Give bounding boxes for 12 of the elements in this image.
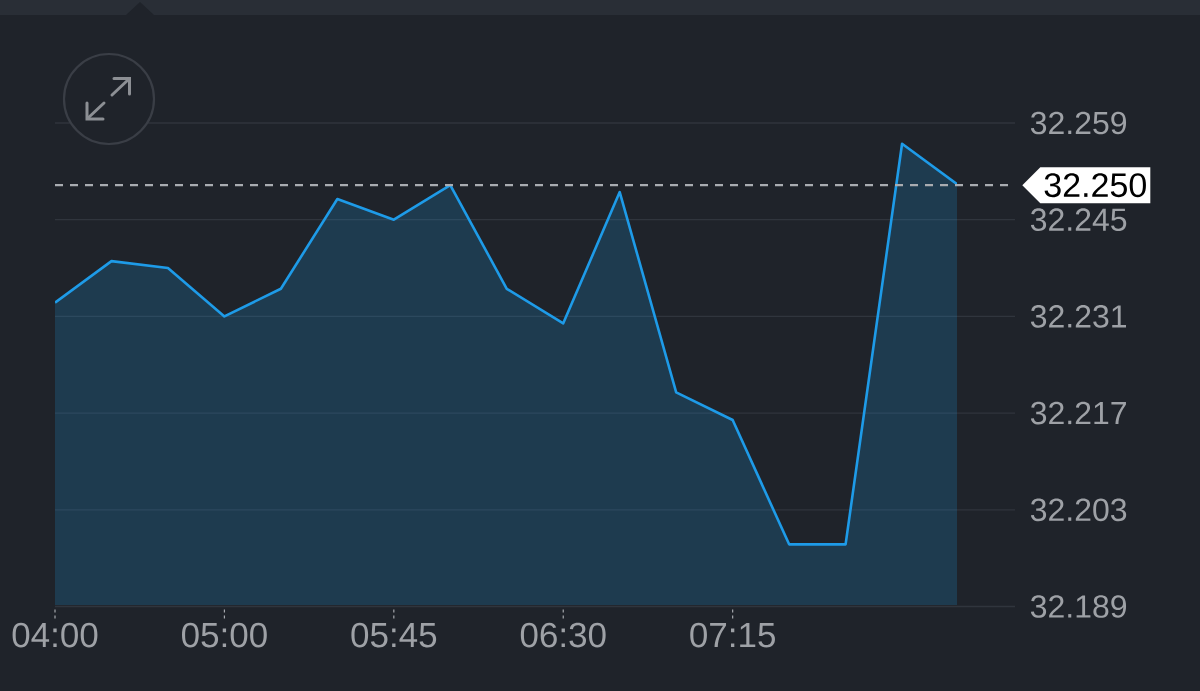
y-tick-label: 32.217 [1030, 401, 1126, 425]
y-tick-label: 32.203 [1030, 498, 1127, 522]
ref-line-label: 32.250 [1044, 173, 1146, 198]
x-tick-label: 06:30 [520, 622, 606, 648]
x-tick-label: 07:15 [690, 622, 775, 648]
y-tick-label: 32.189 [1030, 595, 1127, 618]
y-tick-label: 32.231 [1030, 305, 1127, 328]
x-tick-label: 05:00 [181, 622, 267, 648]
y-tick-label: 32.245 [1030, 208, 1127, 232]
y-tick-label: 32.259 [1030, 111, 1127, 135]
x-tick-label: 05:45 [351, 622, 437, 648]
x-tick-label: 04:00 [12, 622, 98, 648]
